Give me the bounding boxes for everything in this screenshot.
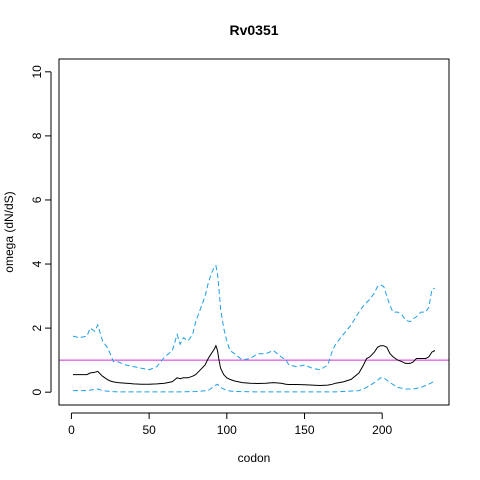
x-tick-label: 200 — [372, 423, 392, 437]
series-line-lower — [73, 377, 436, 393]
x-tick-label: 50 — [142, 423, 156, 437]
series-line-upper — [72, 264, 436, 371]
plot-frame — [58, 58, 450, 406]
x-axis-label: codon — [238, 451, 271, 465]
y-tick-label: 0 — [30, 389, 44, 396]
y-tick-label: 10 — [30, 65, 44, 79]
x-tick-label: 0 — [68, 423, 75, 437]
x-tick-label: 100 — [217, 423, 237, 437]
y-tick-label: 6 — [30, 196, 44, 203]
y-axis-label: omega (dN/dS) — [2, 191, 16, 272]
y-tick-label: 4 — [30, 260, 44, 267]
y-tick-label: 8 — [30, 132, 44, 139]
chart-title: Rv0351 — [229, 22, 278, 38]
x-tick-label: 150 — [294, 423, 314, 437]
plot-area — [59, 264, 449, 393]
series-line-estimate — [73, 344, 436, 387]
y-tick-label: 2 — [30, 324, 44, 331]
